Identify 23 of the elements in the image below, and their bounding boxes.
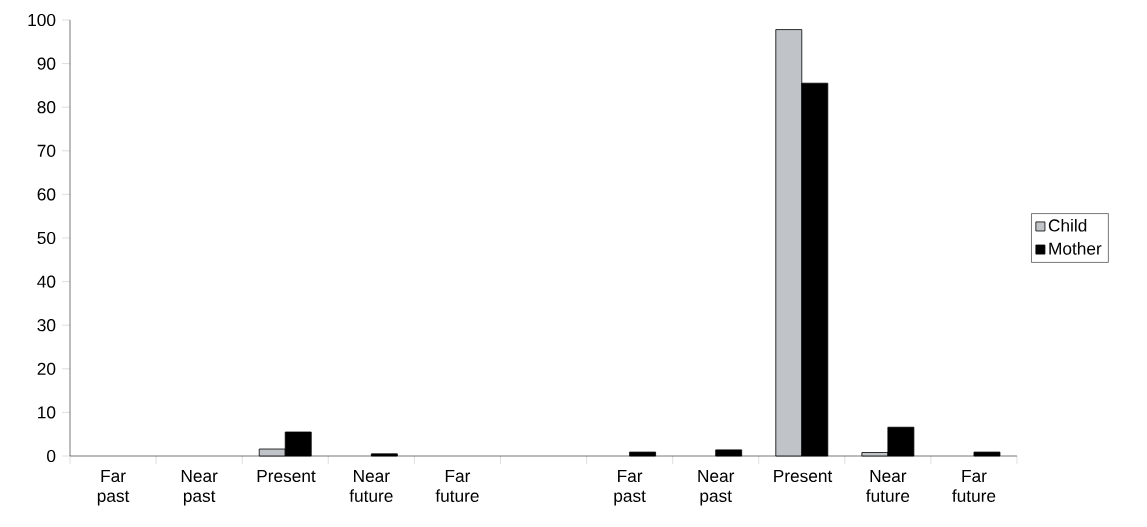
y-tick-label: 20: [37, 362, 56, 375]
x-tick-label: Near future: [349, 470, 393, 502]
x-tick-label: Near past: [698, 470, 735, 506]
y-tick-label: 0: [47, 449, 56, 463]
x-tick-label: Present: [774, 470, 833, 483]
y-tick-label: 50: [37, 231, 56, 245]
x-tick-label: Far past: [614, 470, 646, 506]
x-tick-label: Far past: [97, 470, 130, 506]
x-tick-label: Present: [257, 470, 316, 483]
y-tick-label: 100: [28, 13, 56, 27]
y-tick-label: 70: [37, 144, 56, 157]
y-tick-label: 10: [38, 406, 56, 419]
x-tick-label: Near past: [181, 470, 218, 506]
legend-label: Mother: [1049, 241, 1102, 255]
y-tick-label: 60: [37, 188, 56, 201]
y-tick-label: 30: [37, 319, 56, 332]
legend-label: Child: [1048, 218, 1087, 232]
x-tick-label: Near future: [866, 470, 910, 502]
y-tick-label: 40: [37, 275, 56, 288]
x-tick-label: Far future: [435, 470, 479, 502]
y-tick-label: 90: [37, 57, 56, 70]
y-tick-label: 80: [37, 101, 56, 114]
x-tick-label: Far future: [952, 470, 996, 502]
